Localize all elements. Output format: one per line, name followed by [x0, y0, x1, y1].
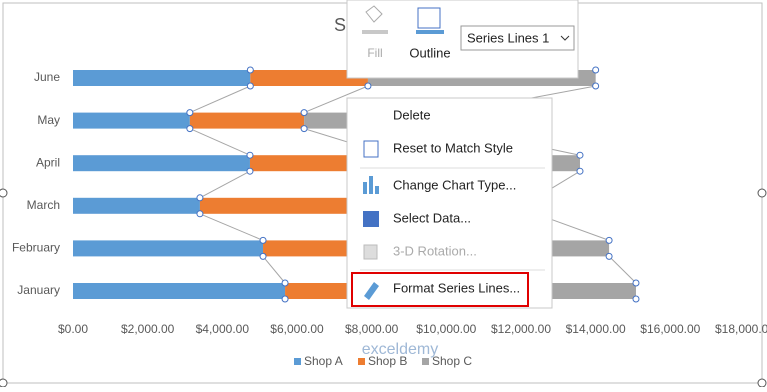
menu-item[interactable]: Delete: [393, 107, 431, 122]
bar-segment: [199, 197, 387, 214]
selector-text: Series Lines 1: [467, 30, 549, 45]
legend-label: Shop A: [304, 354, 343, 368]
series-line-handle: [632, 295, 640, 303]
legend-label: Shop B: [368, 354, 407, 368]
menu-item[interactable]: Select Data...: [393, 210, 471, 225]
series-line-handle: [246, 167, 254, 175]
x-tick-label: $8,000.00: [345, 322, 399, 336]
menu-icon: [363, 176, 379, 194]
outline-swatch: [416, 30, 444, 34]
y-tick-label: April: [36, 155, 60, 169]
mini-toolbar: Fill Outline Series Lines 1: [346, 0, 579, 79]
selector-box: [460, 25, 575, 51]
y-tick-label: March: [27, 198, 60, 212]
x-tick-label: $10,000.00: [416, 322, 476, 336]
menu-item[interactable]: Format Series Lines...: [393, 280, 520, 295]
legend-label: Shop C: [432, 354, 472, 368]
series-line-handle: [196, 210, 204, 218]
series-line-handle: [592, 66, 600, 74]
series-line-handle: [246, 151, 254, 159]
series-line-handle: [186, 125, 194, 133]
y-tick-label: January: [17, 283, 60, 297]
context-menu: Delete Reset to Match Style Change Chart…: [346, 97, 553, 309]
watermark: exceldemy: [362, 341, 438, 358]
menu-item-disabled: 3-D Rotation...: [393, 243, 477, 258]
bar-segment: [250, 70, 368, 86]
series-selector[interactable]: Series Lines 1: [460, 25, 575, 51]
fill-label: Fill: [367, 46, 382, 60]
menu-item[interactable]: Change Chart Type...: [393, 177, 516, 192]
chart-title: S: [334, 15, 346, 35]
series-line: [189, 85, 251, 114]
series-line: [303, 85, 369, 114]
series-line-handle: [605, 236, 613, 244]
series-line-handle: [259, 236, 267, 244]
series-line-handle: [364, 82, 372, 90]
resize-handle[interactable]: [0, 378, 8, 388]
legend: Shop A Shop B Shop C: [294, 354, 472, 368]
series-line-handle: [300, 125, 308, 133]
series-line-handle: [186, 109, 194, 117]
bar-segment: [73, 155, 250, 172]
series-line-handle: [300, 109, 308, 117]
fill-button[interactable]: Fill: [362, 5, 388, 60]
menu-panel: [346, 97, 553, 309]
series-line-handle: [632, 279, 640, 287]
menu-icon: [364, 282, 379, 300]
menu-icon: [363, 140, 379, 158]
series-line-handle: [576, 167, 584, 175]
series-line-handle: [281, 295, 289, 303]
fill-icon: [365, 5, 383, 23]
x-tick-label: $0.00: [58, 322, 88, 336]
series-line-handle: [246, 66, 254, 74]
menu-icon: [363, 211, 379, 227]
x-tick-label: $12,000.00: [491, 322, 551, 336]
legend-swatch: [422, 358, 429, 365]
series-line-handle: [259, 252, 267, 260]
legend-swatch: [294, 358, 301, 365]
x-tick-label: $2,000.00: [121, 322, 175, 336]
menu-item[interactable]: Reset to Match Style: [393, 140, 513, 155]
series-line: [199, 213, 264, 241]
y-tick-label: February: [12, 241, 60, 255]
fill-swatch: [362, 30, 388, 34]
series-line-handle: [592, 82, 600, 90]
series-line-handle: [281, 279, 289, 287]
dropdown-arrow: [560, 35, 570, 41]
resize-handle[interactable]: [0, 188, 8, 198]
series-line-handle: [196, 194, 204, 202]
legend-swatch: [358, 358, 365, 365]
bar-segment: [73, 283, 286, 299]
series-line: [262, 256, 286, 284]
series-line-handle: [246, 82, 254, 90]
outline-label: Outline: [409, 45, 450, 60]
resize-handle[interactable]: [757, 378, 767, 388]
series-line: [199, 170, 251, 199]
series-line: [608, 256, 637, 284]
outline-button[interactable]: Outline: [409, 7, 451, 60]
y-tick-label: May: [37, 113, 60, 127]
series-line-handle: [576, 151, 584, 159]
x-tick-label: $16,000.00: [640, 322, 700, 336]
x-tick-label: $6,000.00: [270, 322, 324, 336]
outline-icon: [417, 7, 441, 29]
series-line: [189, 128, 251, 156]
bar-segment: [73, 240, 264, 257]
highlight-box: [351, 272, 529, 307]
series-line-handle: [605, 252, 613, 260]
x-tick-label: $18,000.00: [715, 322, 767, 336]
x-tick-label: $4,000.00: [196, 322, 250, 336]
bar-segment: [73, 197, 200, 214]
x-tick-label: $14,000.00: [566, 322, 626, 336]
menu-icon: [363, 244, 378, 260]
bar-segment: [73, 70, 251, 86]
y-tick-label: June: [34, 70, 60, 84]
resize-handle[interactable]: [757, 188, 767, 198]
bar-segment: [73, 112, 190, 129]
bar-segment: [189, 112, 305, 129]
